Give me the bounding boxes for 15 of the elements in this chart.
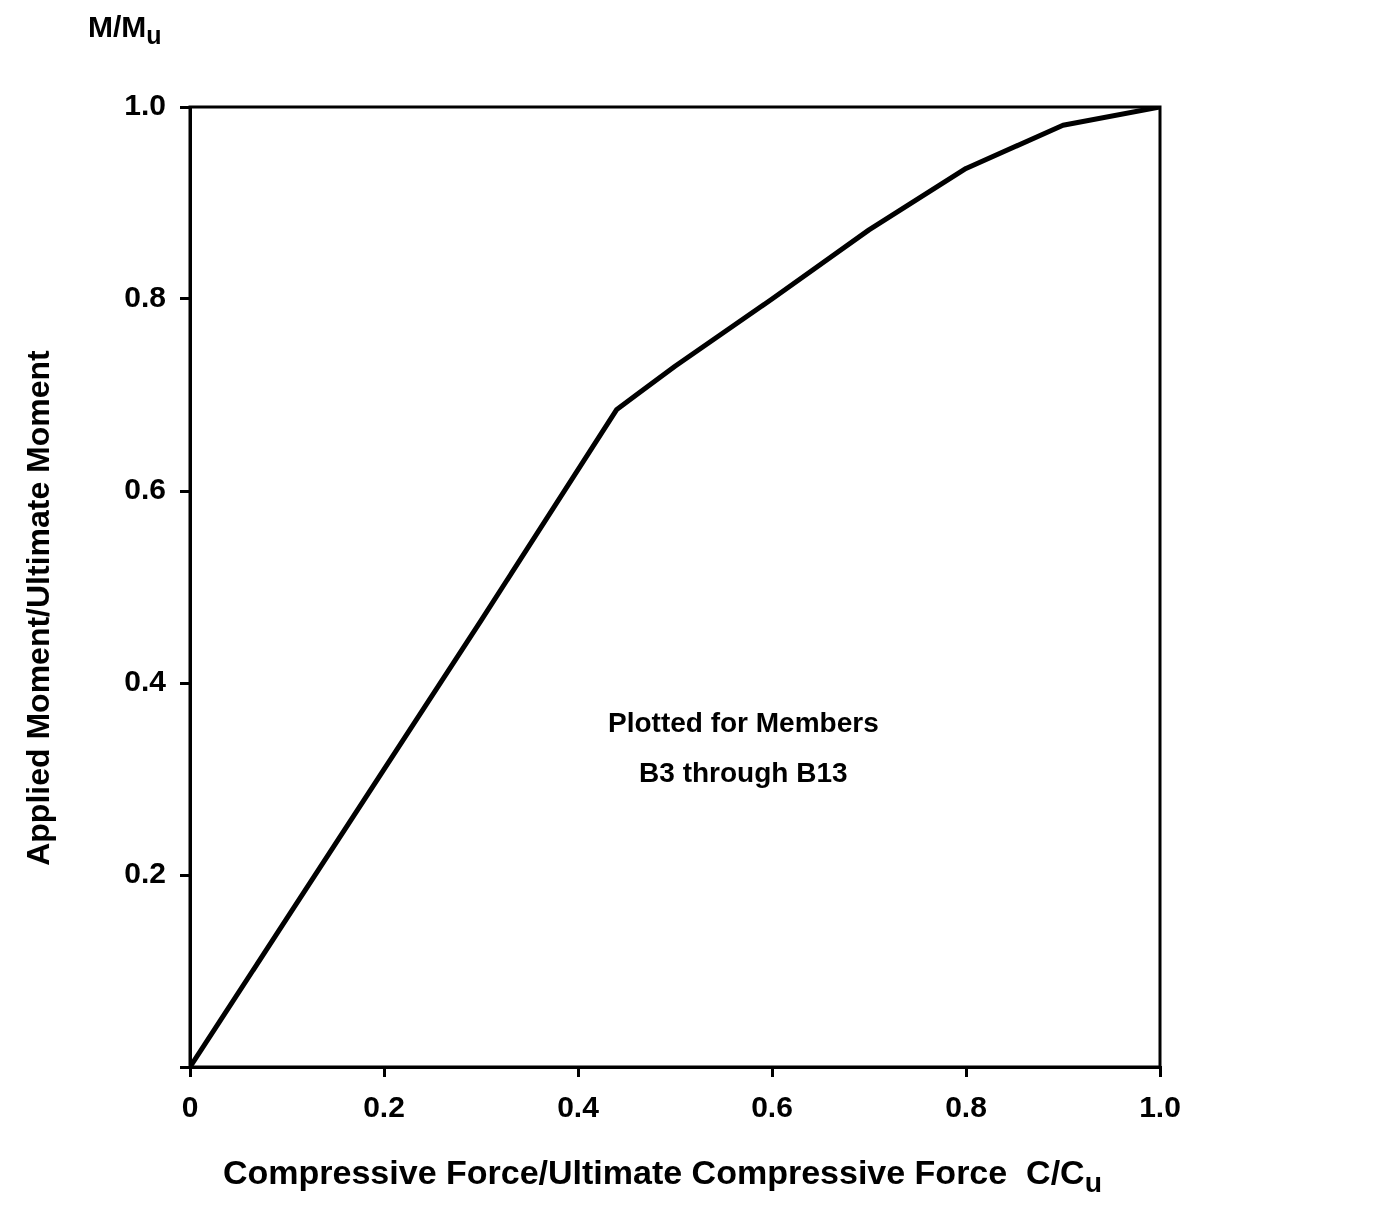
x-tick-label: 0.2	[363, 1090, 405, 1124]
y-tick-label: 0.8	[124, 280, 166, 314]
x-axis-title: Compressive Force/Ultimate Compressive Force C/C$_{u}$	[223, 1153, 1102, 1199]
text: M/M$_{u}$	[88, 10, 162, 50]
x-tick-label: 0.6	[751, 1090, 793, 1124]
x-tick-label: 1.0	[1139, 1090, 1181, 1124]
y-tick-label: 0.2	[124, 856, 166, 890]
x-tick-label: 0.8	[945, 1090, 987, 1124]
x-tick-label: 0	[181, 1090, 199, 1124]
y-tick-label: 0.4	[124, 664, 167, 698]
x-tick-label: 0.4	[557, 1090, 600, 1124]
y-tick-label: 0.6	[124, 472, 166, 506]
annotation: Plotted for Members B3 through B13	[608, 706, 879, 790]
y-tick-label: 1.0	[124, 88, 166, 122]
y-axis-title: Applied Moment/Ultimate Moment	[19, 350, 57, 866]
